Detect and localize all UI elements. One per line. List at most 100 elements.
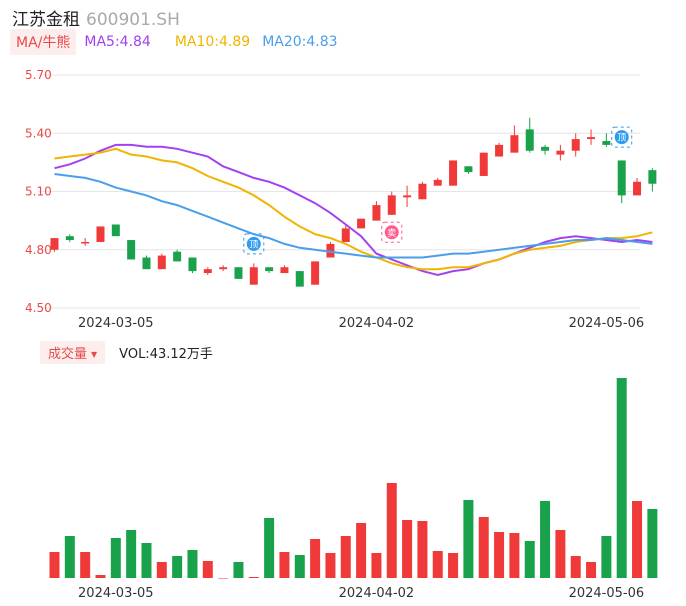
ma5-value: MA5:4.84 <box>84 34 151 50</box>
candle-body <box>295 271 304 287</box>
volume-bar <box>586 562 597 578</box>
volume-bar <box>540 501 551 578</box>
ma-indicator-selector[interactable]: MA/牛熊 <box>10 29 77 55</box>
volume-value: VOL:43.12万手 <box>119 346 213 362</box>
volume-bar <box>402 520 413 578</box>
candle-body <box>587 137 596 140</box>
volume-bar <box>570 556 581 578</box>
candle-body <box>341 228 350 242</box>
volume-bar <box>80 552 91 578</box>
y-tick-label: 5.70 <box>25 68 52 82</box>
marker-dot <box>384 225 399 240</box>
volume-bar <box>509 533 520 578</box>
candle-body <box>617 160 626 196</box>
candle-body <box>203 269 212 274</box>
top-signal-icon[interactable]: 顶 <box>243 233 265 255</box>
candle-body <box>418 183 427 200</box>
volume-tag-label: 成交量 <box>48 346 88 362</box>
stock-code: 600901.SH <box>86 10 180 30</box>
volume-legend: 成交量 ▼ VOL:43.12万手 <box>40 340 213 364</box>
candle-body <box>525 129 534 151</box>
volume-indicator-selector[interactable]: 成交量 ▼ <box>40 340 106 364</box>
volume-bar <box>248 577 259 578</box>
x-tick-label: 2024-04-02 <box>339 316 415 331</box>
candle-body <box>111 224 120 237</box>
ma10-line <box>54 147 653 271</box>
volume-bar <box>386 483 397 578</box>
ma20-value: MA20:4.83 <box>262 34 338 50</box>
y-tick-label: 5.10 <box>25 185 52 199</box>
candle-body <box>157 255 166 270</box>
candle-body <box>495 144 504 157</box>
marker-dot <box>614 130 629 145</box>
marker-label: 顶 <box>249 239 258 250</box>
volume-bar <box>156 562 167 578</box>
candle-body <box>188 257 197 272</box>
y-tick-label: 4.50 <box>25 301 52 315</box>
marker-label: 卖 <box>387 228 396 239</box>
volume-bar <box>95 575 106 578</box>
volume-bar <box>187 550 198 578</box>
volume-bar <box>524 541 535 578</box>
sell-signal-icon[interactable]: 卖 <box>381 221 403 243</box>
volume-bar <box>110 538 121 578</box>
volume-bar <box>616 378 627 578</box>
volume-x-tick-label: 2024-04-02 <box>339 586 415 601</box>
volume-bar <box>463 500 474 578</box>
volume-bar <box>494 532 505 578</box>
volume-bar <box>340 536 351 578</box>
ma10-value: MA10:4.89 <box>174 34 251 50</box>
x-tick-label: 2024-03-05 <box>78 316 154 331</box>
top-signal-icon[interactable]: 顶 <box>611 126 633 148</box>
candle-body <box>280 267 289 274</box>
ma-legend: MA/牛熊 MA5:4.84 MA10:4.89 MA20:4.83 <box>10 29 338 55</box>
stock-name: 江苏金租 <box>12 10 80 30</box>
candle-body <box>219 267 228 270</box>
marker-label: 顶 <box>617 133 626 144</box>
y-tick-label: 4.80 <box>25 243 52 257</box>
candle-body <box>479 152 488 176</box>
volume-bar <box>432 551 443 578</box>
candle-body <box>81 241 90 244</box>
volume-bar <box>264 518 275 578</box>
volume-bar <box>126 530 137 578</box>
candle-body <box>50 238 59 250</box>
candle-body <box>556 150 565 155</box>
candle-body <box>127 240 136 260</box>
volume-bar <box>647 509 658 578</box>
candle-body <box>65 236 74 241</box>
volume-bar <box>356 523 367 578</box>
stock-title: 江苏金租 600901.SH <box>12 5 180 30</box>
volume-x-tick-label: 2024-03-05 <box>78 586 154 601</box>
candle-body <box>96 226 105 242</box>
candle-body <box>433 179 442 186</box>
x-tick-label: 2024-05-06 <box>569 316 645 331</box>
candle-body <box>633 181 642 196</box>
candle-body <box>357 218 366 229</box>
volume-bar <box>601 536 612 578</box>
marker-frame <box>381 221 403 243</box>
volume-bar <box>632 501 643 578</box>
candle-body <box>403 195 412 198</box>
candle-body <box>173 251 182 262</box>
candle-body <box>648 170 657 184</box>
volume-bar <box>279 552 290 578</box>
candle-body <box>265 267 274 272</box>
marker-frame <box>243 233 265 255</box>
volume-bar <box>417 521 428 578</box>
volume-bar <box>172 556 183 578</box>
candle-body <box>234 267 243 279</box>
candle-body <box>464 166 473 173</box>
marker-frame <box>611 126 633 148</box>
candle-body <box>602 141 611 145</box>
caret-down-icon: ▼ <box>91 349 98 359</box>
volume-bar <box>218 578 229 579</box>
volume-bar <box>202 561 213 578</box>
volume-bar <box>233 562 244 578</box>
volume-bar <box>141 543 152 578</box>
volume-bar <box>49 552 60 578</box>
candle-body <box>387 195 396 215</box>
y-tick-label: 5.40 <box>25 126 52 140</box>
volume-bar <box>325 553 336 578</box>
